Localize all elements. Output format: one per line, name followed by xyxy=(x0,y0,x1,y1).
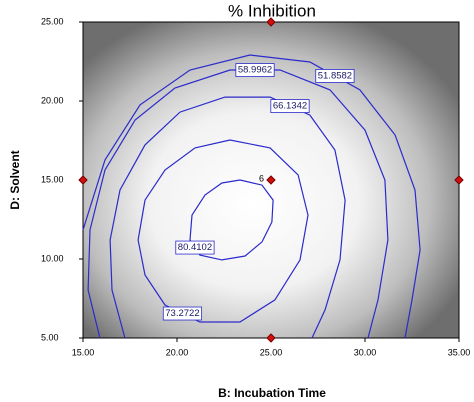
contour-label-box xyxy=(315,69,355,83)
y-tick-label: 15.00 xyxy=(41,174,64,184)
contour-label-box xyxy=(235,63,275,77)
x-axis-title: B: Incubation Time xyxy=(218,386,326,400)
design-point xyxy=(454,175,464,185)
contour-label: 58.9962 xyxy=(238,65,272,76)
x-tick-label: 35.00 xyxy=(448,347,471,357)
contour-label: 51.8582 xyxy=(318,70,352,81)
contour-label: 66.1342 xyxy=(273,101,307,112)
y-axis-title: D: Solvent xyxy=(8,150,22,209)
contour-label: 73.2722 xyxy=(165,308,199,319)
contour-label-box xyxy=(270,99,310,113)
x-tick-label: 20.00 xyxy=(166,347,189,357)
contour-line xyxy=(189,179,274,261)
contour-label-box xyxy=(175,240,215,255)
contour-line xyxy=(137,139,309,323)
contour-label: 80.4102 xyxy=(178,242,212,253)
contour-label-box xyxy=(162,306,203,321)
y-tick-label: 20.00 xyxy=(41,95,64,105)
y-tick-label: 5.00 xyxy=(41,332,59,342)
contour-line xyxy=(109,96,346,339)
y-tick-label: 25.00 xyxy=(41,16,64,26)
x-tick-label: 25.00 xyxy=(260,347,283,357)
y-tick-label: 10.00 xyxy=(41,253,64,263)
design-point xyxy=(266,17,276,27)
chart-title: % Inhibition xyxy=(228,1,316,20)
design-point xyxy=(266,333,276,343)
x-tick-label: 30.00 xyxy=(354,347,377,357)
point-label: 6 xyxy=(259,173,264,183)
design-point xyxy=(266,175,276,185)
x-tick-label: 15.00 xyxy=(72,347,95,357)
design-point xyxy=(78,175,88,185)
